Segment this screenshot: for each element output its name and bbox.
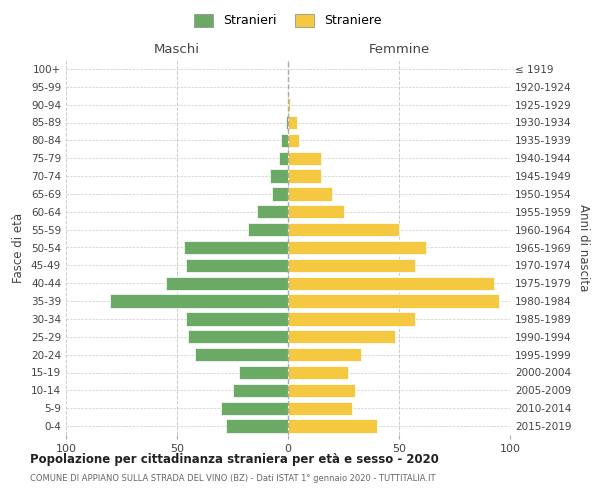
Bar xyxy=(288,187,332,200)
Bar xyxy=(288,98,290,112)
Bar xyxy=(186,258,288,272)
Bar xyxy=(239,366,288,379)
Bar xyxy=(288,205,343,218)
Bar xyxy=(233,384,288,397)
Bar xyxy=(288,223,399,236)
Bar xyxy=(288,330,395,344)
Y-axis label: Fasce di età: Fasce di età xyxy=(13,212,25,282)
Bar xyxy=(288,152,322,165)
Bar xyxy=(288,116,297,129)
Bar xyxy=(288,384,355,397)
Text: Maschi: Maschi xyxy=(154,44,200,57)
Bar xyxy=(110,294,288,308)
Bar xyxy=(288,241,425,254)
Bar xyxy=(288,258,415,272)
Bar xyxy=(286,116,288,129)
Legend: Stranieri, Straniere: Stranieri, Straniere xyxy=(190,8,386,32)
Bar xyxy=(270,170,288,183)
Bar xyxy=(248,223,288,236)
Bar xyxy=(188,330,288,344)
Bar xyxy=(226,420,288,433)
Bar xyxy=(186,312,288,326)
Bar xyxy=(288,348,361,362)
Bar xyxy=(279,152,288,165)
Bar xyxy=(272,187,288,200)
Text: COMUNE DI APPIANO SULLA STRADA DEL VINO (BZ) - Dati ISTAT 1° gennaio 2020 - TUTT: COMUNE DI APPIANO SULLA STRADA DEL VINO … xyxy=(30,474,436,483)
Bar xyxy=(288,276,494,290)
Bar xyxy=(221,402,288,415)
Bar xyxy=(288,170,322,183)
Bar xyxy=(288,420,377,433)
Text: Popolazione per cittadinanza straniera per età e sesso - 2020: Popolazione per cittadinanza straniera p… xyxy=(30,452,439,466)
Bar xyxy=(288,134,299,147)
Bar xyxy=(257,205,288,218)
Bar xyxy=(288,312,415,326)
Y-axis label: Anni di nascita: Anni di nascita xyxy=(577,204,590,291)
Text: Femmine: Femmine xyxy=(368,44,430,57)
Bar xyxy=(166,276,288,290)
Bar xyxy=(288,294,499,308)
Bar xyxy=(184,241,288,254)
Bar xyxy=(195,348,288,362)
Bar xyxy=(281,134,288,147)
Bar xyxy=(288,402,352,415)
Bar xyxy=(288,366,348,379)
